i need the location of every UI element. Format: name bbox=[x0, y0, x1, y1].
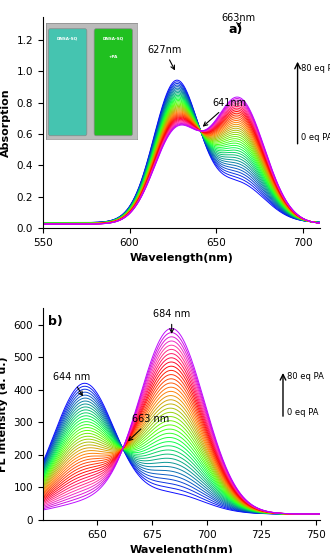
Text: 663nm: 663nm bbox=[222, 13, 256, 27]
Y-axis label: FL Intensity (a. u.): FL Intensity (a. u.) bbox=[0, 356, 8, 472]
Text: a): a) bbox=[229, 23, 243, 36]
Text: 663 nm: 663 nm bbox=[129, 414, 170, 441]
Text: 627nm: 627nm bbox=[147, 45, 182, 70]
Y-axis label: Absorption: Absorption bbox=[1, 88, 11, 156]
Text: 0 eq PA: 0 eq PA bbox=[301, 133, 330, 142]
X-axis label: Wavelength(nm): Wavelength(nm) bbox=[130, 253, 233, 263]
Text: 644 nm: 644 nm bbox=[53, 372, 90, 395]
Text: 684 nm: 684 nm bbox=[153, 309, 190, 333]
Text: 80 eq PA: 80 eq PA bbox=[287, 372, 324, 381]
Text: 0 eq PA: 0 eq PA bbox=[287, 408, 319, 418]
Text: 641nm: 641nm bbox=[204, 98, 247, 126]
X-axis label: Wavelength(nm): Wavelength(nm) bbox=[130, 545, 233, 553]
Text: 80 eq PA: 80 eq PA bbox=[301, 64, 330, 72]
Text: b): b) bbox=[49, 315, 63, 328]
